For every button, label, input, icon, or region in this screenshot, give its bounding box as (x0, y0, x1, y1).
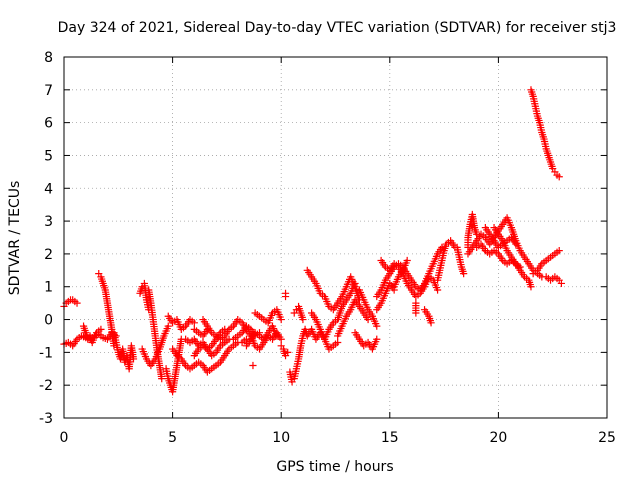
y-axis-label: SDTVAR / TECUs (7, 181, 23, 296)
y-tick-label: 5 (44, 148, 53, 164)
y-tick-label: 6 (44, 116, 53, 132)
data-point (221, 325, 229, 333)
y-tick-label: -2 (39, 378, 53, 394)
y-tick-label: 7 (44, 83, 53, 99)
data-point (373, 335, 381, 343)
y-tick-label: 8 (44, 50, 53, 66)
y-tick-label: 2 (44, 247, 53, 263)
x-tick-label: 15 (381, 430, 399, 446)
data-point (403, 256, 411, 265)
x-tick-label: 5 (168, 430, 177, 446)
x-tick-label: 20 (489, 430, 507, 446)
y-tick-label: 1 (44, 280, 53, 296)
x-tick-label: 25 (598, 430, 616, 446)
data-point (555, 247, 563, 255)
data-point (555, 173, 563, 181)
y-tick-label: 3 (44, 214, 53, 230)
grid-lines (64, 57, 607, 418)
data-point (129, 355, 138, 363)
data-point (516, 263, 524, 271)
data-point (190, 319, 198, 327)
x-tick-label: 0 (60, 430, 69, 446)
plot-frame (63, 56, 608, 419)
y-tick-labels: -3 -2 -1 0 1 2 3 4 5 6 7 8 (39, 50, 53, 427)
data-point (373, 322, 381, 330)
data-point (164, 322, 172, 330)
axis-ticks (63, 56, 608, 419)
data-point (273, 332, 281, 340)
data-points (60, 86, 565, 396)
data-point (527, 283, 535, 291)
y-tick-label: 4 (44, 181, 53, 197)
data-point (512, 240, 520, 248)
data-point (412, 309, 420, 317)
data-point (281, 292, 290, 301)
chart-title: Day 324 of 2021, Sidereal Day-to-day VTE… (58, 20, 617, 36)
data-point (364, 315, 372, 324)
y-tick-label: -3 (39, 411, 53, 427)
data-point (73, 299, 81, 307)
x-tick-labels: 0 5 10 15 20 25 (60, 430, 616, 446)
x-tick-label: 10 (272, 430, 290, 446)
data-point (427, 319, 435, 327)
data-point (158, 375, 166, 383)
x-axis-label: GPS time / hours (276, 459, 393, 475)
data-point (334, 338, 342, 347)
data-point (557, 279, 565, 288)
data-point (277, 315, 285, 324)
y-tick-label: 0 (44, 313, 53, 329)
data-point (284, 348, 292, 356)
data-point (433, 286, 442, 294)
y-tick-label: -1 (39, 345, 53, 361)
data-point (277, 335, 285, 343)
data-point (249, 361, 257, 370)
data-point (299, 315, 307, 324)
data-point (203, 325, 211, 333)
data-point (460, 270, 468, 278)
data-point (97, 325, 105, 333)
